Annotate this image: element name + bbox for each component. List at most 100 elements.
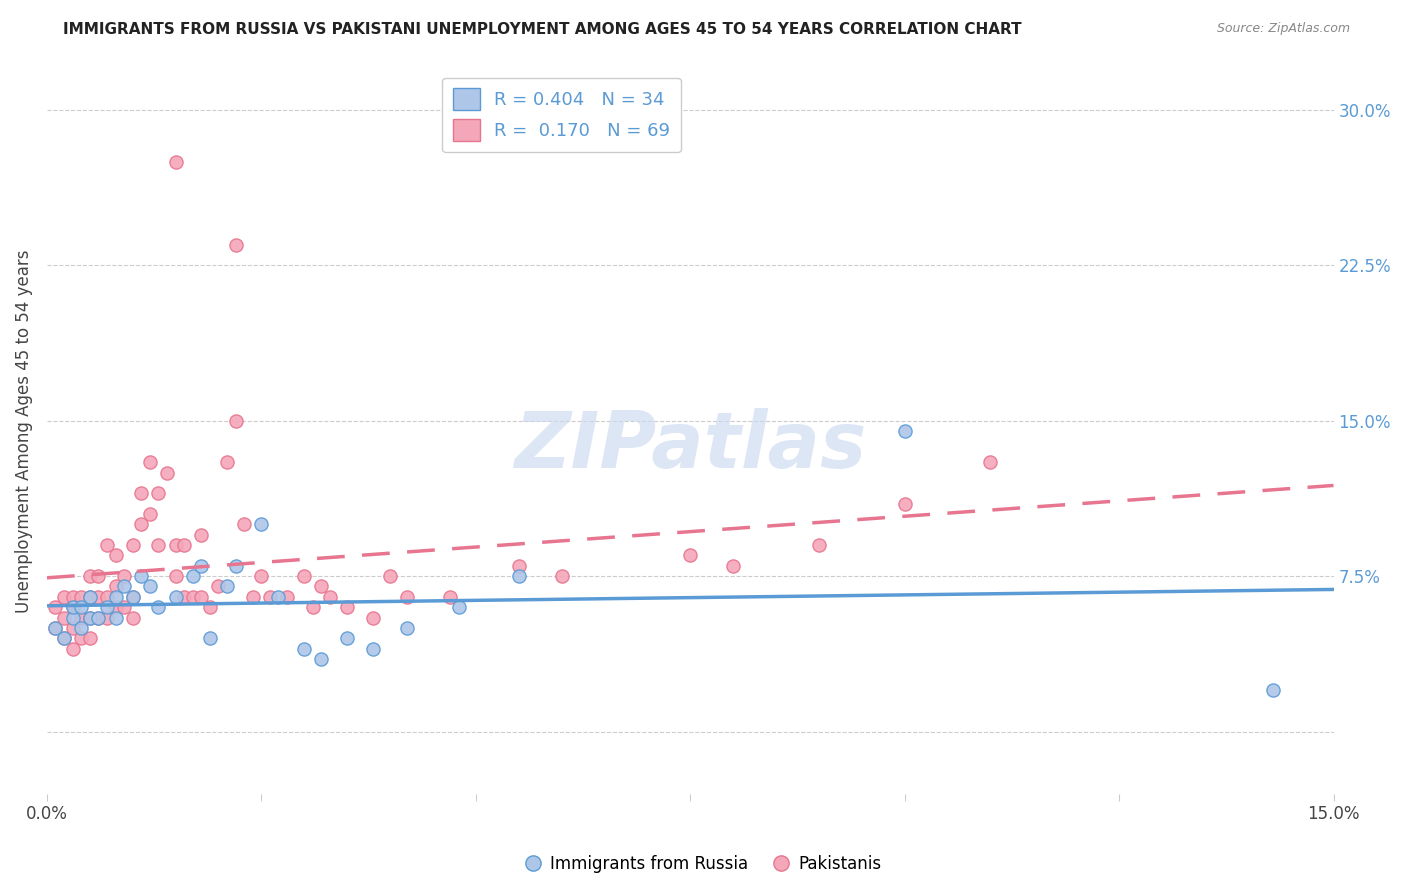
- Point: [225, 414, 247, 428]
- Point: [267, 590, 290, 604]
- Point: [215, 579, 238, 593]
- Point: [311, 652, 333, 666]
- Point: [165, 154, 187, 169]
- Point: [129, 569, 152, 583]
- Legend: R = 0.404   N = 34, R =  0.170   N = 69: R = 0.404 N = 34, R = 0.170 N = 69: [441, 78, 681, 153]
- Point: [79, 632, 101, 646]
- Point: [139, 579, 162, 593]
- Point: [96, 610, 118, 624]
- Point: [148, 600, 170, 615]
- Point: [44, 621, 66, 635]
- Point: [361, 610, 384, 624]
- Point: [53, 632, 76, 646]
- Point: [79, 610, 101, 624]
- Y-axis label: Unemployment Among Ages 45 to 54 years: Unemployment Among Ages 45 to 54 years: [15, 250, 32, 613]
- Point: [979, 455, 1001, 469]
- Point: [62, 641, 84, 656]
- Point: [104, 590, 127, 604]
- Point: [156, 466, 179, 480]
- Point: [165, 569, 187, 583]
- Point: [361, 641, 384, 656]
- Text: Source: ZipAtlas.com: Source: ZipAtlas.com: [1216, 22, 1350, 36]
- Point: [225, 237, 247, 252]
- Point: [87, 590, 110, 604]
- Text: IMMIGRANTS FROM RUSSIA VS PAKISTANI UNEMPLOYMENT AMONG AGES 45 TO 54 YEARS CORRE: IMMIGRANTS FROM RUSSIA VS PAKISTANI UNEM…: [63, 22, 1022, 37]
- Point: [311, 579, 333, 593]
- Point: [62, 621, 84, 635]
- Point: [336, 632, 359, 646]
- Point: [1263, 683, 1285, 698]
- Point: [292, 641, 315, 656]
- Point: [165, 590, 187, 604]
- Point: [336, 600, 359, 615]
- Point: [215, 455, 238, 469]
- Point: [129, 517, 152, 532]
- Point: [508, 569, 530, 583]
- Point: [87, 569, 110, 583]
- Point: [207, 579, 229, 593]
- Point: [53, 610, 76, 624]
- Point: [62, 600, 84, 615]
- Point: [62, 600, 84, 615]
- Point: [233, 517, 256, 532]
- Point: [508, 558, 530, 573]
- Point: [292, 569, 315, 583]
- Point: [250, 569, 273, 583]
- Point: [319, 590, 342, 604]
- Point: [70, 621, 93, 635]
- Legend: Immigrants from Russia, Pakistanis: Immigrants from Russia, Pakistanis: [519, 848, 887, 880]
- Point: [112, 579, 135, 593]
- Point: [96, 600, 118, 615]
- Point: [79, 569, 101, 583]
- Point: [129, 486, 152, 500]
- Point: [173, 538, 195, 552]
- Point: [121, 590, 143, 604]
- Point: [396, 590, 419, 604]
- Point: [87, 610, 110, 624]
- Point: [721, 558, 744, 573]
- Point: [550, 569, 572, 583]
- Point: [44, 621, 66, 635]
- Point: [79, 610, 101, 624]
- Point: [70, 632, 93, 646]
- Point: [44, 600, 66, 615]
- Point: [198, 600, 221, 615]
- Point: [62, 590, 84, 604]
- Point: [96, 590, 118, 604]
- Point: [104, 600, 127, 615]
- Point: [807, 538, 830, 552]
- Point: [447, 600, 470, 615]
- Point: [62, 610, 84, 624]
- Point: [87, 610, 110, 624]
- Point: [121, 590, 143, 604]
- Point: [190, 558, 212, 573]
- Point: [70, 590, 93, 604]
- Point: [121, 538, 143, 552]
- Point: [121, 610, 143, 624]
- Point: [104, 549, 127, 563]
- Point: [165, 538, 187, 552]
- Point: [79, 590, 101, 604]
- Point: [301, 600, 323, 615]
- Point: [53, 632, 76, 646]
- Point: [181, 569, 204, 583]
- Point: [112, 600, 135, 615]
- Point: [250, 517, 273, 532]
- Point: [225, 558, 247, 573]
- Point: [70, 610, 93, 624]
- Point: [396, 621, 419, 635]
- Point: [259, 590, 281, 604]
- Point: [893, 424, 915, 438]
- Point: [190, 527, 212, 541]
- Point: [276, 590, 298, 604]
- Point: [79, 590, 101, 604]
- Point: [198, 632, 221, 646]
- Point: [148, 486, 170, 500]
- Point: [139, 455, 162, 469]
- Point: [70, 600, 93, 615]
- Point: [148, 538, 170, 552]
- Point: [679, 549, 702, 563]
- Point: [104, 610, 127, 624]
- Point: [190, 590, 212, 604]
- Point: [893, 497, 915, 511]
